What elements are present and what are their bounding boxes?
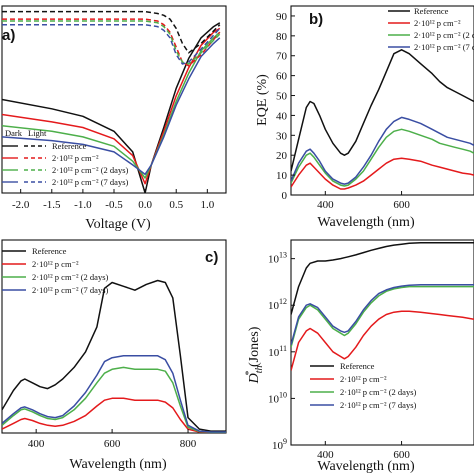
legend-b-2d-label: 2·10¹² p cm⁻² (2 days)	[414, 30, 474, 40]
panel-d-legend: Reference 2·10¹² p cm⁻² 2·10¹² p cm⁻² (2…	[310, 361, 417, 410]
legend-c-p-label: 2·10¹² p cm⁻²	[32, 259, 79, 269]
legend-c-7d-label: 2·10¹² p cm⁻² (7 days)	[32, 285, 109, 295]
legend-b-ref-label: Reference	[414, 6, 449, 16]
ytick-label-b-5: 50	[276, 91, 288, 103]
legend-d-p-label: 2·10¹² p cm⁻²	[340, 374, 387, 384]
ytick-label-d-4: 1013	[268, 251, 287, 266]
xtick-label-c-1: 600	[104, 438, 121, 450]
xtick-label-b-1: 600	[393, 199, 410, 211]
panel-a-legend: Dark Light Reference 2·10¹² p cm⁻² 2·10¹…	[2, 128, 129, 187]
ytick-label-b-3: 30	[276, 130, 288, 142]
series-a-7d-light	[2, 23, 221, 65]
ytick-label-b-2: 20	[276, 150, 288, 162]
ytick-label-b-8: 80	[276, 31, 288, 43]
series-b-7d	[291, 116, 474, 185]
ytick-label-d-0: 109	[272, 437, 287, 452]
ytick-label-b-9: 90	[276, 11, 288, 23]
xtick-label-a-1: -1.5	[43, 199, 61, 211]
xtick-label-a-2: -1.0	[74, 199, 92, 211]
series-d-2d	[291, 285, 474, 348]
legend-light-header: Light	[28, 128, 47, 138]
xtick-label-c-2: 800	[180, 438, 197, 450]
series-c-p	[2, 397, 226, 433]
series-b-ref	[291, 49, 474, 172]
legend-b-7d-label: 2·10¹² p cm⁻² (7 days)	[414, 42, 474, 52]
xtick-label-d-1: 600	[393, 449, 410, 461]
panel-d-xlabel: Wavelength (nm)	[317, 459, 415, 474]
legend-2d-label: 2·10¹² p cm⁻² (2 days)	[52, 165, 129, 175]
xtick-label-a-6: 1.0	[200, 199, 214, 211]
ytick-label-b-6: 60	[276, 71, 288, 83]
series-c-7d	[2, 355, 226, 433]
xtick-label-a-3: -0.5	[105, 199, 123, 211]
panel-b-frame	[290, 5, 474, 196]
series-a-ref-light	[2, 10, 221, 54]
legend-ref-label: Reference	[52, 141, 87, 151]
panel-c-frame	[1, 239, 227, 434]
legend-b-p-label: 2·10¹² p cm⁻²	[414, 18, 461, 28]
legend-dark-header: Dark	[5, 128, 23, 138]
panel-b-legend: Reference 2·10¹² p cm⁻² 2·10¹² p cm⁻² (2…	[388, 6, 474, 52]
ytick-label-b-1: 10	[276, 170, 288, 182]
series-a-p-light	[2, 18, 221, 67]
series-c-ref	[2, 279, 226, 432]
ytick-label-b-4: 40	[276, 110, 288, 122]
ytick-label-b-0: 0	[282, 190, 288, 202]
series-d-ref	[291, 242, 474, 315]
panel-c: c) 400 600 800 Reference 2·10¹² p cm⁻² 2·1…	[1, 239, 227, 472]
series-a-2d-light	[2, 20, 221, 65]
ytick-label-b-7: 70	[276, 51, 288, 63]
xtick-label-a-4: 0.0	[138, 199, 152, 211]
legend-7d-label: 2·10¹² p cm⁻² (7 days)	[52, 177, 129, 187]
xtick-label-d-0: 400	[317, 449, 334, 461]
legend-p-label: 2·10¹² p cm⁻²	[52, 153, 99, 163]
panel-b-xlabel: Wavelength (nm)	[317, 215, 415, 230]
panel-d: 109 1010 1011 1012 1013 400 600 Reference 2·10…	[244, 239, 474, 474]
series-d-7d	[291, 283, 474, 345]
xtick-label-a-0: -2.0	[12, 199, 30, 211]
legend-d-7d-label: 2·10¹² p cm⁻² (7 days)	[340, 400, 417, 410]
panel-b-ylabel: EQE (%)	[255, 74, 270, 126]
panel-c-label: c)	[205, 249, 218, 266]
legend-d-2d-label: 2·10¹² p cm⁻² (2 days)	[340, 387, 417, 397]
series-b-p	[291, 157, 474, 190]
panel-d-ylabel: Dth* (Jones)	[244, 326, 265, 384]
legend-d-ref-label: Reference	[340, 361, 375, 371]
series-b-2d	[291, 128, 474, 187]
xtick-label-b-0: 400	[317, 199, 334, 211]
xtick-label-a-5: 0.5	[169, 199, 183, 211]
panel-b-label: b)	[309, 11, 323, 28]
panel-c-label-bg	[202, 241, 224, 267]
legend-c-ref-label: Reference	[32, 246, 67, 256]
panel-a: a) -2.0 -1.5 -1.0 -0.5 0.0 0.5 1.0 Dark Light …	[1, 5, 227, 232]
series-a-7d-dark	[2, 37, 221, 176]
xtick-label-c-0: 400	[28, 438, 45, 450]
ytick-label-d-1: 1010	[268, 390, 287, 405]
panel-b-label-bg	[305, 8, 327, 30]
ytick-label-d-2: 1011	[268, 344, 287, 359]
series-c-2d	[2, 366, 226, 433]
legend-c-2d-label: 2·10¹² p cm⁻² (2 days)	[32, 272, 109, 282]
panel-c-xlabel: Wavelength (nm)	[69, 457, 167, 472]
panel-d-frame	[290, 239, 474, 446]
panel-c-legend: Reference 2·10¹² p cm⁻² 2·10¹² p cm⁻² (2…	[2, 246, 109, 295]
ytick-label-d-3: 1012	[268, 297, 287, 312]
series-d-p	[291, 310, 474, 371]
panel-a-xlabel: Voltage (V)	[85, 217, 151, 232]
panel-a-label: a)	[2, 27, 15, 44]
panel-b: b) 0 10 20 30 40 50 60 70 80 90 400 600 Reference 2…	[255, 5, 474, 230]
